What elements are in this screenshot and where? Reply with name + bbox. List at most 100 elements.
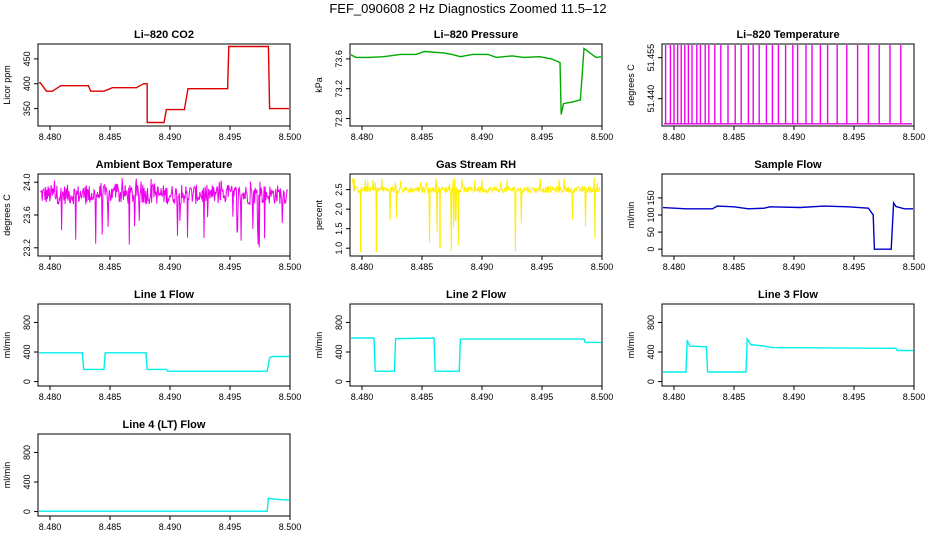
chart-panel-8: Line 2 Flow ml/min 8.480 8.485 8.490 8.495 8.5… [314, 289, 613, 402]
x-tick-label: 8.485 [411, 132, 434, 142]
data-point [495, 56, 497, 59]
series-line [40, 178, 289, 248]
data-point [579, 99, 582, 101]
data-point [39, 82, 42, 84]
y-tick-label: 2.5 [334, 183, 344, 196]
data-point [823, 205, 825, 207]
data-point [165, 368, 167, 370]
data-point [523, 56, 525, 59]
y-axis-label: ml/min [2, 462, 12, 489]
data-point [433, 337, 435, 339]
data-point [487, 53, 489, 56]
data-point [872, 214, 874, 216]
data-point [146, 368, 148, 370]
data-point [711, 208, 714, 210]
data-point [199, 88, 201, 90]
data-point [269, 357, 271, 359]
chart-panel-7: Line 1 Flow ml/min 8.480 8.485 8.490 8.495 8.5… [2, 289, 301, 402]
x-tick-label: 8.485 [723, 132, 746, 142]
data-point [459, 338, 461, 340]
x-tick-label: 8.480 [351, 132, 374, 142]
plot-area [663, 200, 913, 250]
x-tick-label: 8.495 [219, 522, 242, 532]
x-tick-label: 8.490 [783, 132, 806, 142]
x-tick-label: 8.480 [351, 262, 374, 272]
data-point [551, 58, 553, 60]
x-tick-label: 8.490 [783, 392, 806, 402]
data-point [763, 207, 765, 209]
series-line [39, 497, 289, 512]
data-point [87, 85, 89, 87]
chart-panel-10: Line 4 (LT) Flow ml/min 8.480 8.485 8.490 8.4… [2, 419, 301, 532]
chart-panel-9: Line 3 Flow ml/min 8.480 8.485 8.490 8.495 8.5… [626, 289, 925, 402]
y-tick-label: 0 [334, 379, 344, 384]
data-point [583, 338, 585, 340]
plot-area [664, 45, 912, 125]
y-axis-label: kPa [314, 77, 324, 93]
y-axis-label: percent [314, 199, 324, 230]
x-tick-label: 8.490 [159, 392, 182, 402]
data-point [183, 109, 185, 111]
chart-panel-3: Li–820 Temperature degrees C 8.480 8.485 8.4… [626, 29, 925, 142]
chart-title: Gas Stream RH [436, 159, 516, 171]
x-tick-label: 8.485 [723, 262, 746, 272]
x-tick-label: 8.480 [663, 132, 686, 142]
data-point [187, 88, 189, 90]
data-point [893, 202, 895, 204]
data-point [395, 338, 397, 340]
data-point [686, 339, 688, 341]
plot-frame [349, 173, 603, 257]
x-tick-label: 8.500 [903, 132, 926, 142]
x-tick-label: 8.490 [471, 262, 494, 272]
x-tick-label: 8.490 [471, 132, 494, 142]
data-point [175, 109, 177, 111]
data-point [771, 347, 774, 349]
y-axis-label: ml/min [626, 332, 636, 359]
x-tick-label: 8.500 [279, 262, 302, 272]
y-tick-label: 0 [646, 247, 656, 252]
y-tick-label: 73.6 [334, 50, 344, 68]
data-point [733, 206, 735, 208]
y-tick-label: 51.440 [646, 85, 656, 113]
chart-title: Line 2 Flow [446, 289, 506, 301]
data-point [799, 206, 801, 209]
plot-frame [349, 43, 603, 127]
plot-area [351, 177, 601, 253]
series-line [39, 45, 289, 124]
data-point [167, 370, 169, 372]
data-point [266, 510, 268, 512]
x-tick-label: 8.490 [471, 392, 494, 402]
data-point [279, 499, 281, 501]
x-tick-label: 8.480 [39, 392, 62, 402]
data-point [163, 121, 165, 124]
data-point [45, 90, 48, 92]
data-point [111, 87, 113, 89]
x-tick-label: 8.495 [219, 392, 242, 402]
chart-panel-1: Li–820 CO2 Licor ppm 8.480 8.485 8.490 8.495 8… [2, 29, 301, 142]
data-point [560, 113, 562, 115]
data-point [267, 45, 269, 48]
y-tick-label: 24.0 [22, 173, 32, 191]
x-tick-label: 8.500 [591, 262, 614, 272]
data-point [763, 345, 765, 347]
data-point [750, 344, 752, 346]
data-point [270, 498, 272, 500]
data-point [399, 53, 401, 56]
x-tick-label: 8.490 [783, 262, 806, 272]
data-point [746, 338, 748, 340]
y-tick-label: 350 [22, 101, 32, 116]
x-tick-label: 8.495 [531, 262, 554, 272]
data-point [145, 352, 147, 354]
y-axis-label: ml/min [2, 332, 12, 359]
data-point [266, 370, 268, 372]
data-point [747, 208, 750, 210]
chart-title: Sample Flow [754, 159, 822, 171]
data-point [83, 368, 85, 370]
x-tick-label: 8.485 [411, 392, 434, 402]
plot-frame [661, 173, 915, 257]
chart-panel-6: Sample Flow ml/min 8.480 8.485 8.490 8.495 8.5… [626, 159, 925, 272]
y-tick-label: 0 [22, 509, 32, 514]
data-point [143, 83, 145, 85]
x-tick-label: 8.495 [531, 132, 554, 142]
